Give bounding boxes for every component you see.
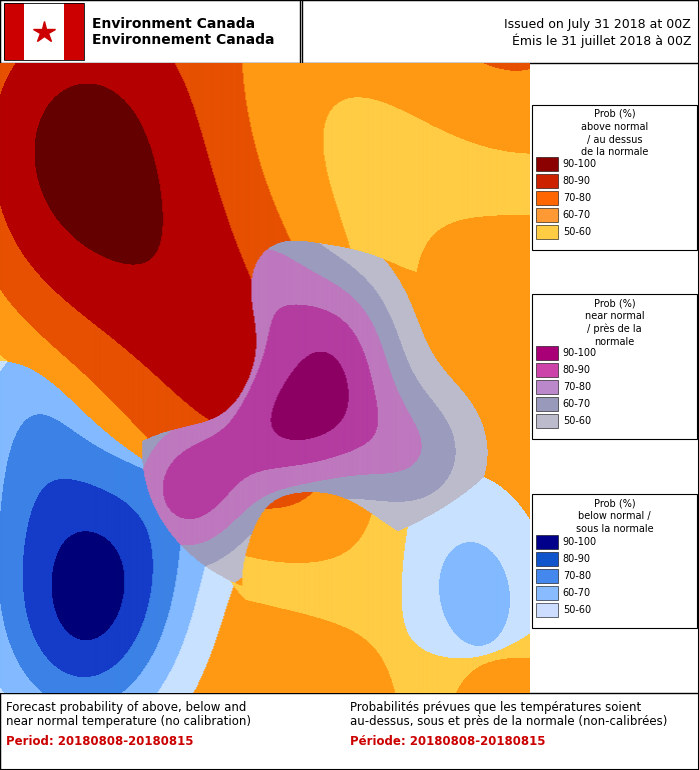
Bar [536, 397, 558, 411]
Bar [536, 569, 558, 583]
Bar [536, 380, 558, 394]
Text: 70-80: 70-80 [563, 382, 591, 392]
Text: Probabilités prévues que les températures soient: Probabilités prévues que les température… [350, 701, 641, 714]
Bar [64, 3, 84, 60]
Text: 80-90: 80-90 [563, 365, 591, 375]
Text: 70-80: 70-80 [563, 571, 591, 581]
Bar [532, 105, 697, 250]
Text: Émis le 31 juillet 2018 à 00Z: Émis le 31 juillet 2018 à 00Z [512, 33, 691, 48]
Bar [536, 157, 558, 171]
Text: 50-60: 50-60 [563, 416, 591, 426]
Bar [532, 294, 697, 439]
Bar [0, 693, 699, 770]
Bar [536, 208, 558, 222]
Bar [536, 586, 558, 600]
Text: 60-70: 60-70 [563, 588, 591, 598]
Bar [536, 552, 558, 566]
Text: Prob (%)
above normal
/ au dessus
de la normale: Prob (%) above normal / au dessus de la … [581, 109, 648, 157]
Bar [536, 191, 558, 205]
Bar [536, 603, 558, 617]
Text: Environnement Canada: Environnement Canada [92, 34, 275, 48]
Bar [536, 174, 558, 188]
Text: Période: 20180808-20180815: Période: 20180808-20180815 [350, 735, 545, 748]
Text: Environment Canada: Environment Canada [92, 18, 255, 32]
Text: 60-70: 60-70 [563, 399, 591, 409]
Text: near normal temperature (no calibration): near normal temperature (no calibration) [6, 715, 251, 728]
Text: Prob (%)
below normal /
sous la normale: Prob (%) below normal / sous la normale [575, 498, 654, 534]
Bar [24, 3, 64, 60]
Text: 90-100: 90-100 [563, 537, 597, 547]
Text: 90-100: 90-100 [563, 348, 597, 358]
Text: Period: 20180808-20180815: Period: 20180808-20180815 [6, 735, 194, 748]
Bar [536, 363, 558, 377]
Text: 60-70: 60-70 [563, 210, 591, 220]
Text: au-dessus, sous et près de la normale (non-calibrées): au-dessus, sous et près de la normale (n… [350, 715, 667, 728]
Bar [4, 3, 84, 60]
Bar [536, 414, 558, 428]
Bar [302, 0, 699, 63]
Bar [0, 0, 300, 63]
Bar [4, 3, 24, 60]
Bar [532, 494, 697, 628]
Bar [536, 535, 558, 549]
Text: Issued on July 31 2018 at 00Z: Issued on July 31 2018 at 00Z [504, 18, 691, 31]
Text: 70-80: 70-80 [563, 193, 591, 203]
Bar [536, 225, 558, 239]
Text: 50-60: 50-60 [563, 605, 591, 615]
Text: 90-100: 90-100 [563, 159, 597, 169]
Text: 80-90: 80-90 [563, 176, 591, 186]
Text: Prob (%)
near normal
/ près de la
normale: Prob (%) near normal / près de la normal… [584, 298, 644, 347]
Text: 80-90: 80-90 [563, 554, 591, 564]
Text: Forecast probability of above, below and: Forecast probability of above, below and [6, 701, 246, 714]
Bar [536, 346, 558, 360]
Text: 50-60: 50-60 [563, 227, 591, 237]
